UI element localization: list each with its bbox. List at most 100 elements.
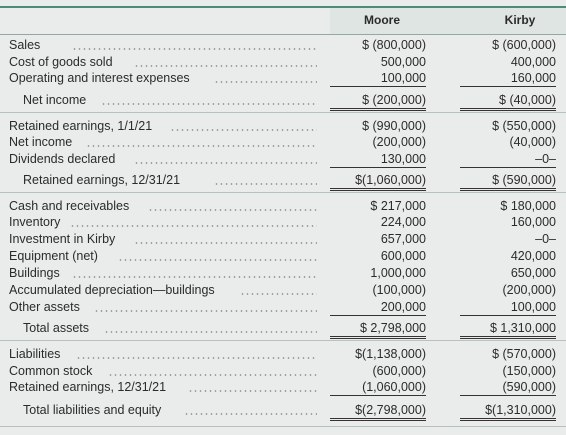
table-row: Retained earnings, 1/1/21 $ (990,000) $ … bbox=[0, 118, 566, 134]
leader-dots bbox=[72, 37, 317, 53]
top-rule bbox=[0, 6, 566, 8]
table-row: Total assets $ 2,798,000 $ 1,310,000 bbox=[0, 320, 566, 339]
kirby-value: $ (590,000) bbox=[460, 172, 556, 191]
kirby-value: (590,000) bbox=[460, 379, 556, 396]
header-band bbox=[330, 8, 566, 34]
leader-dots bbox=[104, 320, 317, 336]
header-rule bbox=[0, 34, 566, 35]
kirby-value: $ 1,310,000 bbox=[460, 320, 556, 339]
leader-dots bbox=[214, 70, 317, 86]
row-label: Net income bbox=[23, 93, 87, 107]
row-label: Retained earnings, 12/31/21 bbox=[9, 380, 167, 394]
section-divider bbox=[0, 112, 566, 113]
section-divider bbox=[0, 340, 566, 341]
leader-dots bbox=[72, 265, 317, 281]
kirby-value: 650,000 bbox=[510, 266, 556, 280]
leader-dots bbox=[148, 198, 317, 214]
moore-value: (200,000) bbox=[372, 135, 426, 149]
kirby-value: 400,000 bbox=[510, 55, 556, 69]
kirby-value: $ (600,000) bbox=[492, 38, 556, 52]
leader-dots bbox=[118, 248, 317, 264]
kirby-value: (200,000) bbox=[502, 283, 556, 297]
row-label: Liabilities bbox=[9, 347, 61, 361]
column-header-moore: Moore bbox=[364, 13, 400, 27]
kirby-value: (150,000) bbox=[502, 364, 556, 378]
row-label: Total assets bbox=[23, 321, 90, 335]
moore-value: 657,000 bbox=[380, 232, 426, 246]
table-row: Total liabilities and equity $(2,798,000… bbox=[0, 402, 566, 421]
leader-dots bbox=[214, 172, 317, 188]
row-label: Common stock bbox=[9, 364, 93, 378]
row-label: Buildings bbox=[9, 266, 60, 280]
row-label: Sales bbox=[9, 38, 41, 52]
row-label: Cash and receivables bbox=[9, 199, 130, 213]
table-row: Net income $ (200,000) $ (40,000) bbox=[0, 92, 566, 111]
table-row: Operating and interest expenses 100,000 … bbox=[0, 70, 566, 87]
table-row: Common stock (600,000) (150,000) bbox=[0, 363, 566, 379]
row-label: Net income bbox=[9, 135, 73, 149]
row-label: Equipment (net) bbox=[9, 249, 98, 263]
row-label: Inventory bbox=[9, 215, 61, 229]
kirby-value: –0– bbox=[535, 232, 556, 246]
kirby-value: –0– bbox=[460, 151, 556, 168]
moore-value: 100,000 bbox=[330, 70, 426, 87]
moore-value: 200,000 bbox=[330, 299, 426, 316]
section-divider bbox=[0, 192, 566, 193]
kirby-value: 160,000 bbox=[510, 215, 556, 229]
kirby-value: $ (570,000) bbox=[492, 347, 556, 361]
row-label: Cost of goods sold bbox=[9, 55, 113, 69]
moore-value: (600,000) bbox=[372, 364, 426, 378]
row-label: Total liabilities and equity bbox=[23, 403, 162, 417]
moore-value: 600,000 bbox=[380, 249, 426, 263]
row-label: Accumulated depreciation—buildings bbox=[9, 283, 215, 297]
table-row: Retained earnings, 12/31/21 $(1,060,000)… bbox=[0, 172, 566, 191]
table-row: Sales $ (800,000) $ (600,000) bbox=[0, 37, 566, 53]
moore-value: 130,000 bbox=[330, 151, 426, 168]
table-row: Inventory 224,000 160,000 bbox=[0, 214, 566, 230]
kirby-value: (40,000) bbox=[509, 135, 556, 149]
moore-value: $ (800,000) bbox=[362, 38, 426, 52]
moore-value: 224,000 bbox=[380, 215, 426, 229]
moore-value: $ (990,000) bbox=[362, 119, 426, 133]
kirby-value: $ 180,000 bbox=[500, 199, 556, 213]
kirby-value: $ (40,000) bbox=[460, 92, 556, 111]
moore-value: (100,000) bbox=[372, 283, 426, 297]
leader-dots bbox=[240, 282, 317, 298]
leader-dots bbox=[188, 379, 317, 395]
kirby-value: 420,000 bbox=[510, 249, 556, 263]
leader-dots bbox=[101, 92, 317, 108]
moore-value: $ 2,798,000 bbox=[330, 320, 426, 339]
moore-value: (1,060,000) bbox=[330, 379, 426, 396]
table-row: Liabilities $(1,138,000) $ (570,000) bbox=[0, 346, 566, 362]
table-row: Retained earnings, 12/31/21 (1,060,000) … bbox=[0, 379, 566, 396]
leader-dots bbox=[86, 134, 317, 150]
row-label: Operating and interest expenses bbox=[9, 71, 190, 85]
moore-value: $(2,798,000) bbox=[330, 402, 426, 421]
table-row: Net income (200,000) (40,000) bbox=[0, 134, 566, 150]
kirby-value: $(1,310,000) bbox=[460, 402, 556, 421]
table-row: Other assets 200,000 100,000 bbox=[0, 299, 566, 316]
leader-dots bbox=[70, 214, 317, 230]
leader-dots bbox=[184, 402, 317, 418]
moore-value: 1,000,000 bbox=[370, 266, 426, 280]
kirby-value: 160,000 bbox=[460, 70, 556, 87]
leader-dots bbox=[134, 231, 317, 247]
table-row: Dividends declared 130,000 –0– bbox=[0, 151, 566, 168]
bottom-rule bbox=[0, 426, 566, 427]
row-label: Other assets bbox=[9, 300, 80, 314]
table-row: Cost of goods sold 500,000 400,000 bbox=[0, 54, 566, 70]
row-label: Retained earnings, 12/31/21 bbox=[23, 173, 181, 187]
leader-dots bbox=[134, 54, 317, 70]
leader-dots bbox=[170, 118, 317, 134]
row-label: Investment in Kirby bbox=[9, 232, 116, 246]
leader-dots bbox=[94, 299, 317, 315]
table-row: Cash and receivables $ 217,000 $ 180,000 bbox=[0, 198, 566, 214]
table-row: Buildings 1,000,000 650,000 bbox=[0, 265, 566, 281]
moore-value: $ (200,000) bbox=[330, 92, 426, 111]
leader-dots bbox=[134, 151, 317, 167]
moore-value: $ 217,000 bbox=[370, 199, 426, 213]
leader-dots bbox=[76, 346, 317, 362]
moore-value: 500,000 bbox=[380, 55, 426, 69]
leader-dots bbox=[108, 363, 317, 379]
